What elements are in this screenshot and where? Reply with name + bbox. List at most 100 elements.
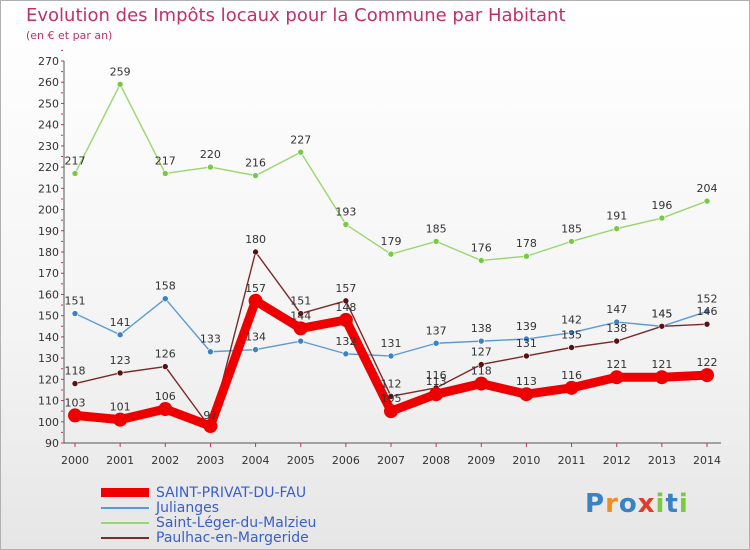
data-point xyxy=(474,376,489,391)
legend-item: SAINT-PRIVAT-DU-FAU xyxy=(101,485,316,501)
x-tick-label: 2009 xyxy=(467,454,495,467)
data-point xyxy=(158,402,173,417)
data-point xyxy=(116,81,124,88)
y-tick-label: 260 xyxy=(38,76,59,89)
data-label: 141 xyxy=(110,316,131,329)
data-label: 112 xyxy=(381,377,402,390)
legend-label: Paulhac-en-Margeride xyxy=(156,529,309,546)
data-point xyxy=(519,387,534,402)
data-label: 127 xyxy=(471,345,492,358)
data-label: 185 xyxy=(426,222,447,235)
y-tick-label: 230 xyxy=(38,140,59,153)
data-label: 204 xyxy=(697,182,718,195)
data-point xyxy=(203,419,218,434)
x-tick-label: 2008 xyxy=(422,454,450,467)
proxiti-logo: Proxiti xyxy=(585,489,689,519)
data-point xyxy=(68,408,82,423)
data-label: 105 xyxy=(381,392,402,405)
data-label: 122 xyxy=(697,356,718,369)
legend-swatch xyxy=(101,506,149,509)
data-point xyxy=(342,297,350,305)
data-point xyxy=(207,348,214,356)
data-label: 137 xyxy=(426,324,447,337)
legend-label: Saint-Léger-du-Malzieu xyxy=(156,514,317,531)
data-label: 126 xyxy=(155,348,176,361)
y-tick-label: 250 xyxy=(38,97,59,110)
logo-letter: r xyxy=(605,489,619,519)
data-point xyxy=(387,250,395,258)
data-label: 191 xyxy=(606,210,627,223)
x-tick-label: 2003 xyxy=(196,454,224,467)
x-tick-label: 2004 xyxy=(242,454,270,467)
data-point xyxy=(523,335,530,343)
y-tick-label: 110 xyxy=(38,395,59,408)
data-point xyxy=(523,352,530,360)
y-tick-label: 240 xyxy=(38,119,59,132)
data-point xyxy=(568,238,575,245)
data-point xyxy=(609,370,624,385)
legend-item: Julianges xyxy=(101,500,316,516)
data-label: 178 xyxy=(516,237,537,250)
y-tick-label: 120 xyxy=(38,373,59,386)
data-point xyxy=(654,370,669,385)
data-point xyxy=(613,225,621,232)
x-tick-label: 2000 xyxy=(61,454,89,467)
data-label: 152 xyxy=(697,292,718,305)
y-tick-label: 130 xyxy=(38,352,59,365)
data-label: 147 xyxy=(606,303,627,316)
data-label: 131 xyxy=(516,337,537,350)
y-tick-label: 140 xyxy=(38,331,59,344)
data-label: 139 xyxy=(516,320,537,333)
legend-swatch xyxy=(101,536,149,539)
data-point xyxy=(658,214,666,222)
data-point xyxy=(342,350,350,358)
data-label: 101 xyxy=(110,401,131,414)
data-point xyxy=(293,321,308,336)
data-point xyxy=(384,404,398,419)
data-label: 116 xyxy=(426,369,447,382)
data-label: 216 xyxy=(245,157,266,170)
data-point xyxy=(297,337,305,345)
data-label: 227 xyxy=(290,133,311,146)
data-label: 121 xyxy=(606,358,627,371)
y-tick-label: 90 xyxy=(45,437,59,450)
data-point xyxy=(432,339,440,347)
data-point xyxy=(161,363,169,370)
data-label: 118 xyxy=(471,365,492,378)
data-point xyxy=(703,197,711,205)
data-point xyxy=(387,352,395,360)
data-point xyxy=(523,252,530,260)
logo-letter: t xyxy=(665,489,679,519)
data-point xyxy=(297,310,305,317)
data-label: 158 xyxy=(155,280,176,293)
data-label: 145 xyxy=(651,307,672,320)
legend-item: Saint-Léger-du-Malzieu xyxy=(101,514,317,531)
y-tick-label: 100 xyxy=(38,416,59,429)
data-label: 103 xyxy=(65,396,86,409)
legend-swatch xyxy=(101,488,149,497)
data-label: 220 xyxy=(200,148,221,161)
data-label: 185 xyxy=(561,222,582,235)
logo-letter: o xyxy=(618,489,638,519)
logo-letter: x xyxy=(637,489,656,519)
data-point xyxy=(613,318,621,326)
data-point xyxy=(477,337,485,345)
data-point xyxy=(564,380,579,395)
data-label: 116 xyxy=(561,369,582,382)
x-tick-label: 2012 xyxy=(603,454,631,467)
x-tick-label: 2006 xyxy=(332,454,360,467)
data-point xyxy=(429,387,444,402)
data-point xyxy=(703,308,711,315)
data-label: 118 xyxy=(65,365,86,378)
data-label: 123 xyxy=(110,354,131,367)
y-tick-label: 220 xyxy=(38,161,59,174)
data-label: 113 xyxy=(426,375,447,388)
y-tick-label: 180 xyxy=(38,246,59,259)
data-label: 196 xyxy=(651,199,672,212)
data-label: 180 xyxy=(245,233,266,246)
x-tick-label: 2002 xyxy=(151,454,179,467)
data-point xyxy=(161,295,169,302)
data-point xyxy=(71,170,79,177)
y-tick-label: 160 xyxy=(38,288,59,301)
